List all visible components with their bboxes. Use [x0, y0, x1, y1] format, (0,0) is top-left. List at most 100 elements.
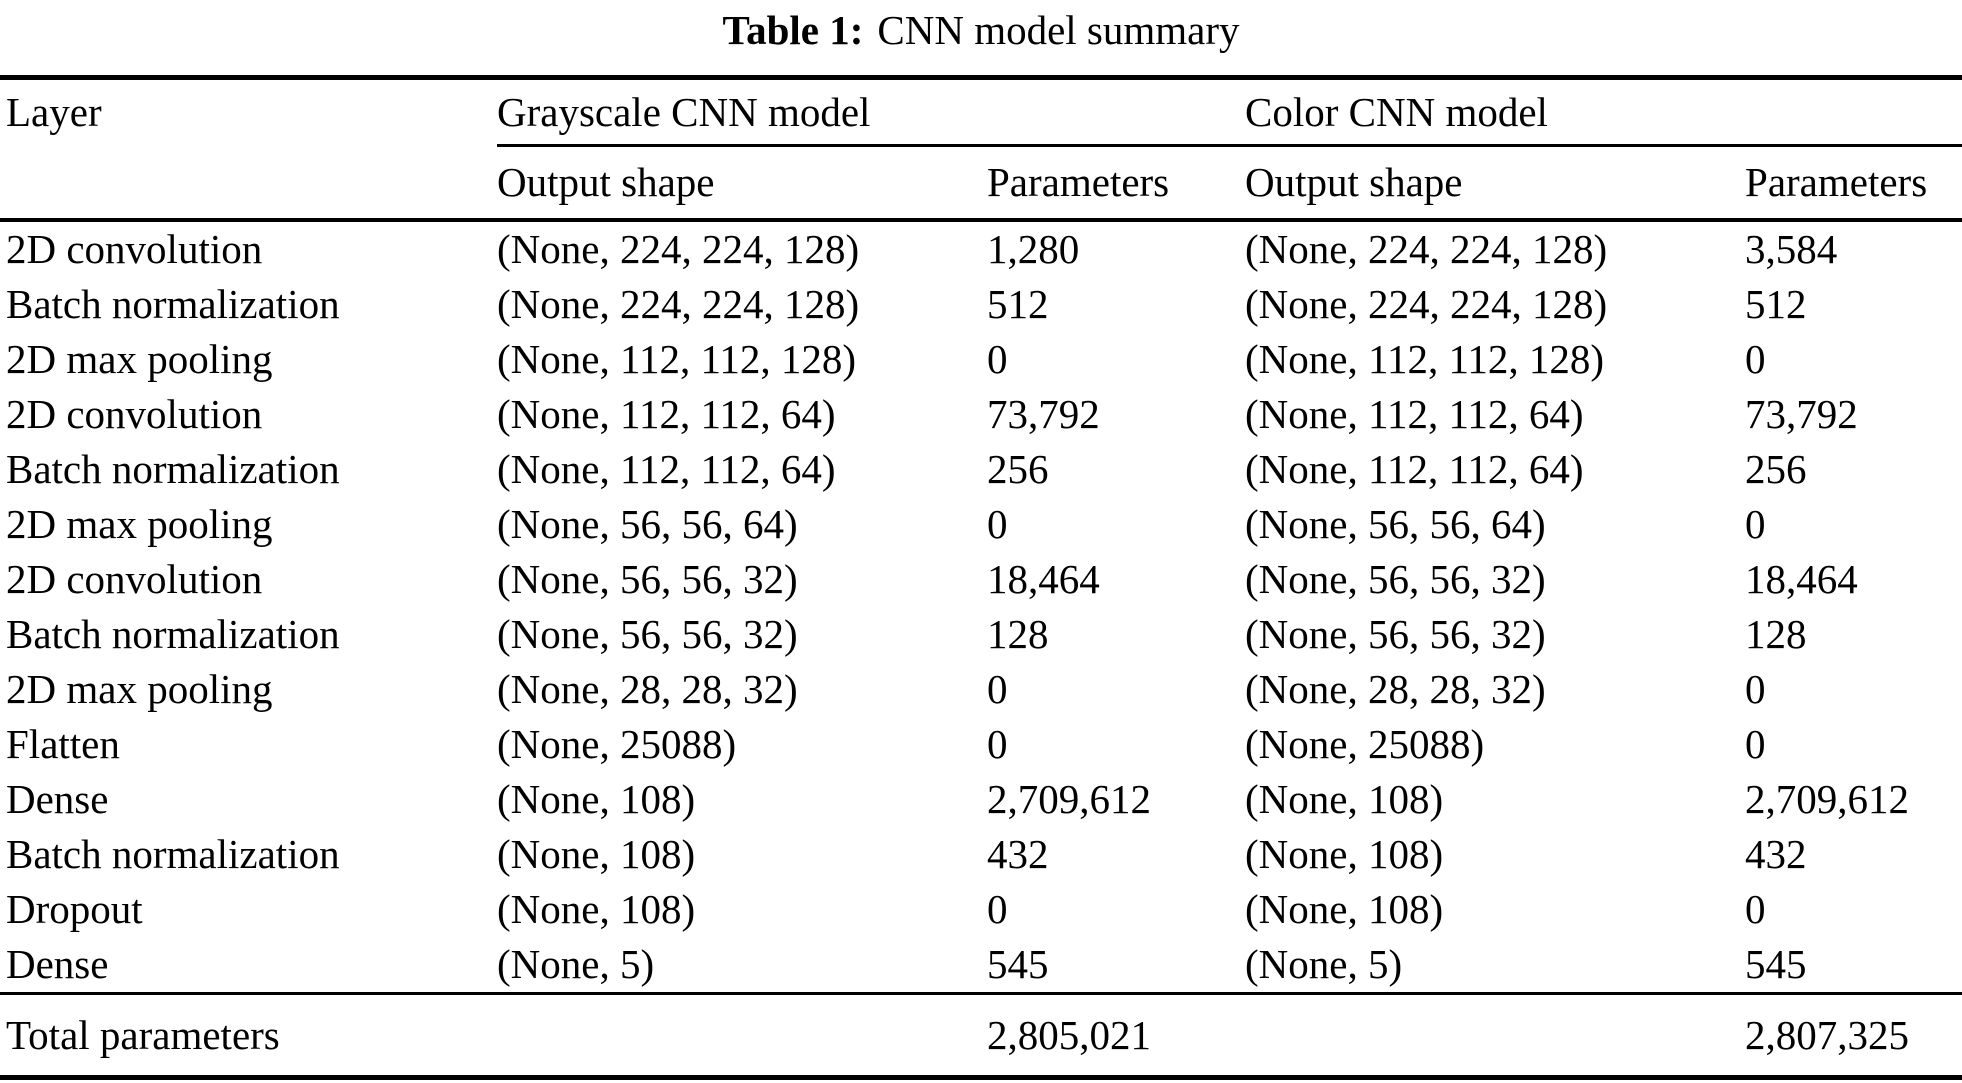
layer-name-cell: Batch normalization [6, 446, 340, 492]
grayscale-parameters-cell: 0 [987, 336, 1008, 382]
grayscale-parameters-cell: 128 [987, 611, 1049, 657]
color-parameters-cell: 18,464 [1745, 556, 1858, 602]
total-grayscale-parameters-value: 2,805,021 [987, 992, 1246, 1080]
grayscale-output-shape-cell: (None, 224, 224, 128) [497, 281, 860, 327]
total-color-parameters-value: 2,807,325 [1745, 992, 1962, 1080]
grayscale-parameters-cell: 512 [987, 281, 1049, 327]
sub-header-row: Output shape Parameters Output shape Par… [0, 145, 1962, 222]
color-parameters-cell: 0 [1745, 886, 1766, 932]
color-parameters-cell: 256 [1745, 446, 1807, 492]
table-row: Batch normalization (None, 56, 56, 32) 1… [0, 607, 1962, 662]
color-output-shape-cell: (None, 28, 28, 32) [1245, 666, 1546, 712]
grayscale-output-shape-cell: (None, 56, 56, 64) [497, 501, 798, 547]
table-row: 2D convolution (None, 56, 56, 32) 18,464… [0, 552, 1962, 607]
grayscale-output-shape-cell: (None, 108) [497, 886, 696, 932]
table-row: 2D max pooling (None, 112, 112, 128) 0 (… [0, 332, 1962, 387]
table-row: Dense (None, 5) 545 (None, 5) 545 [0, 937, 1962, 994]
table-row: Dropout (None, 108) 0 (None, 108) 0 [0, 882, 1962, 937]
grayscale-parameters-cell: 2,709,612 [987, 776, 1151, 822]
color-parameters-cell: 73,792 [1745, 391, 1858, 437]
table-caption: Table 1: CNN model summary [0, 0, 1962, 75]
table-caption-number: Table 1: [722, 7, 864, 53]
column-header-grayscale-output-shape: Output shape [497, 145, 987, 222]
layer-name-cell: Batch normalization [6, 611, 340, 657]
grayscale-parameters-cell: 432 [987, 831, 1049, 877]
grayscale-output-shape-cell: (None, 5) [497, 941, 655, 987]
color-output-shape-cell: (None, 112, 112, 128) [1245, 336, 1605, 382]
grayscale-output-shape-cell: (None, 28, 28, 32) [497, 666, 798, 712]
color-output-shape-cell: (None, 108) [1245, 776, 1444, 822]
table-row: Batch normalization (None, 112, 112, 64)… [0, 442, 1962, 497]
grayscale-parameters-cell: 256 [987, 446, 1049, 492]
grayscale-output-shape-cell: (None, 56, 56, 32) [497, 556, 798, 602]
grayscale-parameters-cell: 1,280 [987, 226, 1080, 272]
table-row: 2D convolution (None, 112, 112, 64) 73,7… [0, 387, 1962, 442]
color-output-shape-cell: (None, 112, 112, 64) [1245, 446, 1584, 492]
column-header-color-output-shape: Output shape [1245, 145, 1746, 222]
grayscale-parameters-cell: 0 [987, 721, 1008, 767]
table-body: 2D convolution (None, 224, 224, 128) 1,2… [0, 220, 1962, 994]
total-parameters-label: Total parameters [0, 992, 497, 1080]
color-output-shape-cell: (None, 5) [1245, 941, 1403, 987]
color-parameters-cell: 3,584 [1745, 226, 1838, 272]
grayscale-output-shape-cell: (None, 112, 112, 64) [497, 391, 836, 437]
layer-name-cell: 2D max pooling [6, 666, 273, 712]
grayscale-parameters-cell: 545 [987, 941, 1049, 987]
group-header-row: Layer Grayscale CNN model Color CNN mode… [0, 77, 1962, 222]
table-row: 2D max pooling (None, 28, 28, 32) 0 (Non… [0, 662, 1962, 717]
color-parameters-cell: 2,709,612 [1745, 776, 1910, 822]
cnn-model-summary-table: Layer Grayscale CNN model Color CNN mode… [0, 75, 1962, 1080]
color-output-shape-cell: (None, 224, 224, 128) [1245, 281, 1608, 327]
total-empty-cell [1245, 992, 1746, 1080]
grayscale-parameters-cell: 18,464 [987, 556, 1100, 602]
grayscale-output-shape-cell: (None, 112, 112, 128) [497, 336, 857, 382]
layer-name-cell: 2D convolution [6, 556, 263, 602]
column-header-grayscale-parameters: Parameters [987, 145, 1246, 222]
column-header-layer: Layer [0, 77, 497, 222]
layer-name-cell: 2D max pooling [6, 336, 273, 382]
color-parameters-cell: 432 [1745, 831, 1807, 877]
layer-name-cell: Dense [6, 776, 109, 822]
grayscale-output-shape-cell: (None, 108) [497, 831, 696, 877]
color-output-shape-cell: (None, 108) [1245, 831, 1444, 877]
table-row: Batch normalization (None, 224, 224, 128… [0, 277, 1962, 332]
color-parameters-cell: 0 [1745, 721, 1766, 767]
grayscale-output-shape-cell: (None, 108) [497, 776, 696, 822]
color-output-shape-cell: (None, 108) [1245, 886, 1444, 932]
table-row: 2D convolution (None, 224, 224, 128) 1,2… [0, 220, 1962, 277]
color-output-shape-cell: (None, 56, 56, 32) [1245, 556, 1546, 602]
table-header: Layer Grayscale CNN model Color CNN mode… [0, 77, 1962, 222]
table-caption-text: CNN model summary [877, 7, 1240, 53]
layer-name-cell: 2D max pooling [6, 501, 273, 547]
color-output-shape-cell: (None, 112, 112, 64) [1245, 391, 1584, 437]
table-row: Dense (None, 108) 2,709,612 (None, 108) … [0, 772, 1962, 827]
color-output-shape-cell: (None, 224, 224, 128) [1245, 226, 1608, 272]
color-output-shape-cell: (None, 56, 56, 64) [1245, 501, 1546, 547]
color-parameters-cell: 512 [1745, 281, 1807, 327]
table-row: Flatten (None, 25088) 0 (None, 25088) 0 [0, 717, 1962, 772]
grayscale-parameters-cell: 0 [987, 501, 1008, 547]
group-header-grayscale-model: Grayscale CNN model [497, 77, 1246, 147]
table-footer: Total parameters 2,805,021 2,807,325 [0, 992, 1962, 1080]
total-empty-cell [497, 992, 987, 1080]
grayscale-parameters-cell: 0 [987, 886, 1008, 932]
grayscale-parameters-cell: 0 [987, 666, 1008, 712]
color-parameters-cell: 0 [1745, 336, 1766, 382]
layer-name-cell: Batch normalization [6, 831, 340, 877]
grayscale-parameters-cell: 73,792 [987, 391, 1100, 437]
color-output-shape-cell: (None, 25088) [1245, 721, 1485, 767]
layer-name-cell: 2D convolution [6, 226, 263, 272]
layer-name-cell: Dropout [6, 886, 143, 932]
layer-name-cell: Batch normalization [6, 281, 340, 327]
color-parameters-cell: 0 [1745, 666, 1766, 712]
layer-name-cell: Flatten [6, 721, 120, 767]
grayscale-output-shape-cell: (None, 25088) [497, 721, 737, 767]
grayscale-output-shape-cell: (None, 224, 224, 128) [497, 226, 860, 272]
table-row: 2D max pooling (None, 56, 56, 64) 0 (Non… [0, 497, 1962, 552]
color-parameters-cell: 545 [1745, 941, 1807, 987]
group-header-color-model: Color CNN model [1245, 77, 1962, 147]
color-parameters-cell: 0 [1745, 501, 1766, 547]
column-header-color-parameters: Parameters [1745, 145, 1962, 222]
color-parameters-cell: 128 [1745, 611, 1807, 657]
